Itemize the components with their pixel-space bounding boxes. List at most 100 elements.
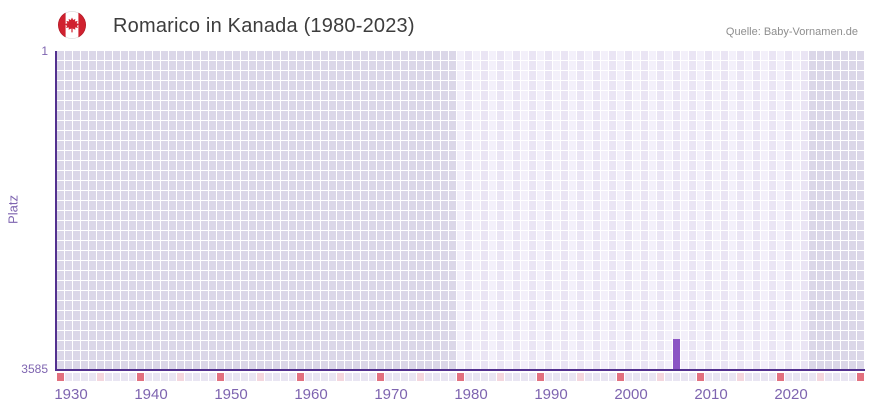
- year-marker: [153, 373, 160, 381]
- year-marker: [641, 373, 648, 381]
- x-axis-tick-labels: 1930 1940 1950 1960 1970 1980 1990 2000 2010 2020: [0, 386, 873, 406]
- year-marker: [249, 373, 256, 381]
- year-marker: [745, 373, 752, 381]
- year-marker: [81, 373, 88, 381]
- year-marker: [201, 373, 208, 381]
- year-marker: [793, 373, 800, 381]
- year-marker: [57, 373, 64, 381]
- year-marker: [569, 373, 576, 381]
- band-data-period: [457, 51, 809, 370]
- year-marker: [553, 373, 560, 381]
- year-marker: [89, 373, 96, 381]
- year-marker: [801, 373, 808, 381]
- year-marker: [809, 373, 816, 381]
- year-marker: [305, 373, 312, 381]
- x-tick-1970: 1970: [374, 386, 408, 403]
- year-marker: [721, 373, 728, 381]
- year-marker: [481, 373, 488, 381]
- y-tick-rank-1: 1: [41, 44, 48, 58]
- year-marker: [289, 373, 296, 381]
- year-marker: [649, 373, 656, 381]
- year-marker: [665, 373, 672, 381]
- year-marker: [633, 373, 640, 381]
- chart-title: Romarico in Kanada (1980-2023): [113, 15, 415, 37]
- year-marker: [545, 373, 552, 381]
- year-marker: [225, 373, 232, 381]
- year-marker: [657, 373, 664, 381]
- year-marker: [385, 373, 392, 381]
- x-tick-1960: 1960: [294, 386, 328, 403]
- year-marker: [761, 373, 768, 381]
- year-marker: [169, 373, 176, 381]
- x-tick-1930: 1930: [54, 386, 88, 403]
- year-marker: [417, 373, 424, 381]
- year-marker: [705, 373, 712, 381]
- x-tick-1990: 1990: [534, 386, 568, 403]
- rank-bar-2007[interactable]: [673, 339, 680, 370]
- year-marker: [537, 373, 544, 381]
- year-marker: [329, 373, 336, 381]
- year-marker: [729, 373, 736, 381]
- year-marker: [601, 373, 608, 381]
- source-attribution: Quelle: Baby-Vornamen.de: [725, 26, 858, 38]
- year-marker: [337, 373, 344, 381]
- year-marker: [769, 373, 776, 381]
- year-marker: [265, 373, 272, 381]
- year-marker: [753, 373, 760, 381]
- year-marker: [121, 373, 128, 381]
- year-marker: [177, 373, 184, 381]
- year-marker: [145, 373, 152, 381]
- year-marker: [313, 373, 320, 381]
- year-marker: [353, 373, 360, 381]
- year-marker: [409, 373, 416, 381]
- year-marker: [673, 373, 680, 381]
- year-marker: [441, 373, 448, 381]
- year-marker: [321, 373, 328, 381]
- year-marker: [209, 373, 216, 381]
- year-marker: [833, 373, 840, 381]
- x-axis-line: [55, 369, 865, 371]
- year-marker: [185, 373, 192, 381]
- band-outside-left: [57, 51, 457, 370]
- year-marker: [513, 373, 520, 381]
- y-axis-line: [55, 51, 57, 371]
- year-marker: [65, 373, 72, 381]
- x-tick-1980: 1980: [454, 386, 488, 403]
- year-marker: [585, 373, 592, 381]
- year-marker: [681, 373, 688, 381]
- year-marker: [777, 373, 784, 381]
- year-marker: [113, 373, 120, 381]
- year-marker: [369, 373, 376, 381]
- year-marker: [393, 373, 400, 381]
- y-tick-rank-3585: 3585: [21, 362, 48, 376]
- year-marker: [433, 373, 440, 381]
- year-marker: [449, 373, 456, 381]
- year-marker: [849, 373, 856, 381]
- x-tick-2010: 2010: [694, 386, 728, 403]
- year-marker: [105, 373, 112, 381]
- year-marker: [233, 373, 240, 381]
- y-axis-title: Platz: [5, 195, 21, 224]
- x-tick-2000: 2000: [614, 386, 648, 403]
- year-marker: [689, 373, 696, 381]
- year-marker: [465, 373, 472, 381]
- plot-area[interactable]: [57, 51, 865, 370]
- year-marker: [697, 373, 704, 381]
- year-marker: [617, 373, 624, 381]
- year-marker: [425, 373, 432, 381]
- year-marker: [401, 373, 408, 381]
- year-marker: [737, 373, 744, 381]
- year-marker: [129, 373, 136, 381]
- canada-flag-icon: [58, 11, 86, 39]
- x-tick-1950: 1950: [214, 386, 248, 403]
- year-marker: [257, 373, 264, 381]
- year-marker: [529, 373, 536, 381]
- year-marker: [473, 373, 480, 381]
- year-marker: [841, 373, 848, 381]
- year-marker: [281, 373, 288, 381]
- year-marker: [593, 373, 600, 381]
- year-marker: [505, 373, 512, 381]
- year-marker: [361, 373, 368, 381]
- year-marker: [817, 373, 824, 381]
